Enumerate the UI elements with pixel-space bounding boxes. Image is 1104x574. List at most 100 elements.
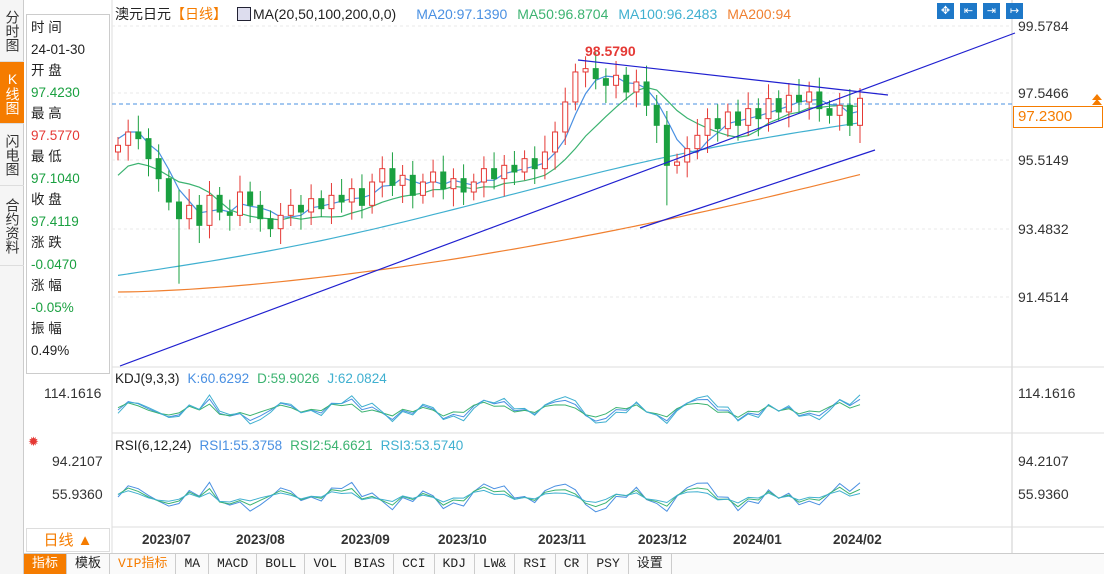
- kdj-d: D:59.9026: [257, 371, 320, 386]
- ma20-line: [117, 75, 861, 218]
- tab-templates[interactable]: 模板: [67, 554, 111, 574]
- zoom-in-icon[interactable]: ⇤: [960, 3, 977, 19]
- candle-body: [450, 178, 457, 190]
- change-label: 涨 跌: [31, 235, 62, 250]
- candle-body: [592, 68, 599, 80]
- tab-timeshare[interactable]: 分时图: [0, 0, 24, 62]
- tab-lw[interactable]: LW&: [475, 554, 516, 574]
- month-tick: 2023/08: [236, 532, 285, 547]
- tab-cci[interactable]: CCI: [394, 554, 435, 574]
- low-label: 最 低: [31, 149, 62, 164]
- rsi-tick-left: 55.9360: [52, 486, 103, 502]
- tab-indicators[interactable]: 指标: [24, 554, 68, 574]
- candle-body: [552, 131, 559, 153]
- candle-body: [785, 94, 792, 113]
- exit-icon[interactable]: ↦: [1006, 3, 1023, 19]
- period-button[interactable]: 日线 ▲: [26, 528, 110, 552]
- tab-kline[interactable]: K线图: [0, 62, 24, 124]
- price-tick: 99.5784: [1018, 18, 1069, 34]
- candle-body: [348, 188, 355, 203]
- tab-rsi[interactable]: RSI: [515, 554, 556, 574]
- candle-body: [643, 81, 650, 106]
- tab-settings[interactable]: 设置: [629, 554, 672, 574]
- rsi3-line: [117, 489, 861, 504]
- candle-body: [409, 174, 416, 196]
- candle-body: [826, 108, 833, 116]
- tab-psy[interactable]: PSY: [588, 554, 629, 574]
- ma100-value: MA100:96.2483: [618, 6, 718, 22]
- current-price-label: 97.2300: [1013, 106, 1103, 128]
- ma200-line: [117, 174, 861, 293]
- period-label: 【日线】: [171, 6, 227, 22]
- indicator-icon: [237, 7, 251, 21]
- candle-body: [775, 98, 782, 113]
- zoom-out-icon[interactable]: ⇥: [983, 3, 1000, 19]
- month-tick: 2023/07: [142, 532, 191, 547]
- candle-body: [602, 78, 609, 86]
- candle-body: [379, 168, 386, 183]
- kdj-header: KDJ(9,3,3) K:60.6292 D:59.9026 J:62.0824: [115, 371, 395, 386]
- rsi2-line: [117, 486, 861, 508]
- candle-body: [857, 97, 863, 126]
- candle-body: [765, 98, 772, 120]
- low-value: 97.1040: [31, 170, 80, 186]
- rsi-tick-right: 55.9360: [1018, 486, 1069, 502]
- candle-body: [480, 168, 487, 183]
- tab-contract-info[interactable]: 合约资料: [0, 186, 24, 266]
- candle-body: [145, 138, 152, 160]
- trendline-lower: [639, 149, 876, 229]
- tab-boll[interactable]: BOLL: [257, 554, 306, 574]
- tab-kdj[interactable]: KDJ: [435, 554, 475, 574]
- move-icon[interactable]: ✥: [937, 3, 954, 19]
- candle-body: [694, 134, 701, 150]
- ma200-value: MA200:94: [727, 6, 792, 22]
- month-tick: 2023/09: [341, 532, 390, 547]
- kdj-j-line: [117, 394, 861, 425]
- tab-cr[interactable]: CR: [556, 554, 589, 574]
- candle-body: [247, 191, 254, 206]
- candle-body: [236, 191, 243, 216]
- pct-label: 涨 幅: [31, 278, 62, 293]
- candle-body: [562, 101, 569, 133]
- amplitude-value: 0.49%: [31, 342, 70, 358]
- kdj-j: J:62.0824: [327, 371, 387, 386]
- high-value: 97.5770: [31, 127, 80, 143]
- tab-macd[interactable]: MACD: [209, 554, 258, 574]
- settings-sun-icon[interactable]: ✹: [28, 434, 39, 449]
- candle-body: [440, 171, 447, 190]
- tab-flash[interactable]: 闪电图: [0, 124, 24, 186]
- candle-body: [206, 194, 213, 226]
- tab-vol[interactable]: VOL: [305, 554, 346, 574]
- ma-def[interactable]: MA(20,50,100,200,0,0): [237, 6, 406, 22]
- amplitude-label: 振 幅: [31, 321, 62, 336]
- change-value: -0.0470: [31, 256, 77, 272]
- candle-body: [491, 168, 498, 180]
- candle-body: [613, 74, 620, 86]
- tab-vip[interactable]: VIP指标: [110, 554, 177, 574]
- ma-def-label: MA(20,50,100,200,0,0): [253, 6, 397, 22]
- tab-bias[interactable]: BIAS: [346, 554, 395, 574]
- kdj-tick-left: 114.1616: [44, 385, 102, 401]
- tab-ma[interactable]: MA: [176, 554, 210, 574]
- candle-body: [735, 111, 742, 126]
- chart-tools: ✥ ⇤ ⇥ ↦: [937, 3, 1023, 19]
- candle-body: [175, 201, 182, 220]
- candle-body: [633, 81, 640, 93]
- candle-body: [297, 204, 304, 213]
- candle-body: [369, 181, 376, 206]
- candle-body: [582, 68, 589, 73]
- time-label: 时 间: [31, 20, 62, 35]
- rsi-1: RSI1:55.3758: [199, 438, 283, 453]
- close-value: 97.4119: [31, 213, 79, 229]
- open-label: 开 盘: [31, 63, 62, 78]
- kdj-k: K:60.6292: [187, 371, 250, 386]
- candle-body: [277, 214, 284, 230]
- candle-body: [186, 204, 193, 220]
- candle-body: [511, 164, 518, 173]
- price-marker-icon: [1092, 94, 1102, 105]
- price-tick: 91.4514: [1018, 289, 1069, 305]
- ohlc-info-panel: 时 间 24-01-30 开 盘 97.4230 最 高 97.5770 最 低…: [26, 14, 110, 374]
- candle-body: [389, 168, 396, 186]
- candle-body: [846, 104, 853, 126]
